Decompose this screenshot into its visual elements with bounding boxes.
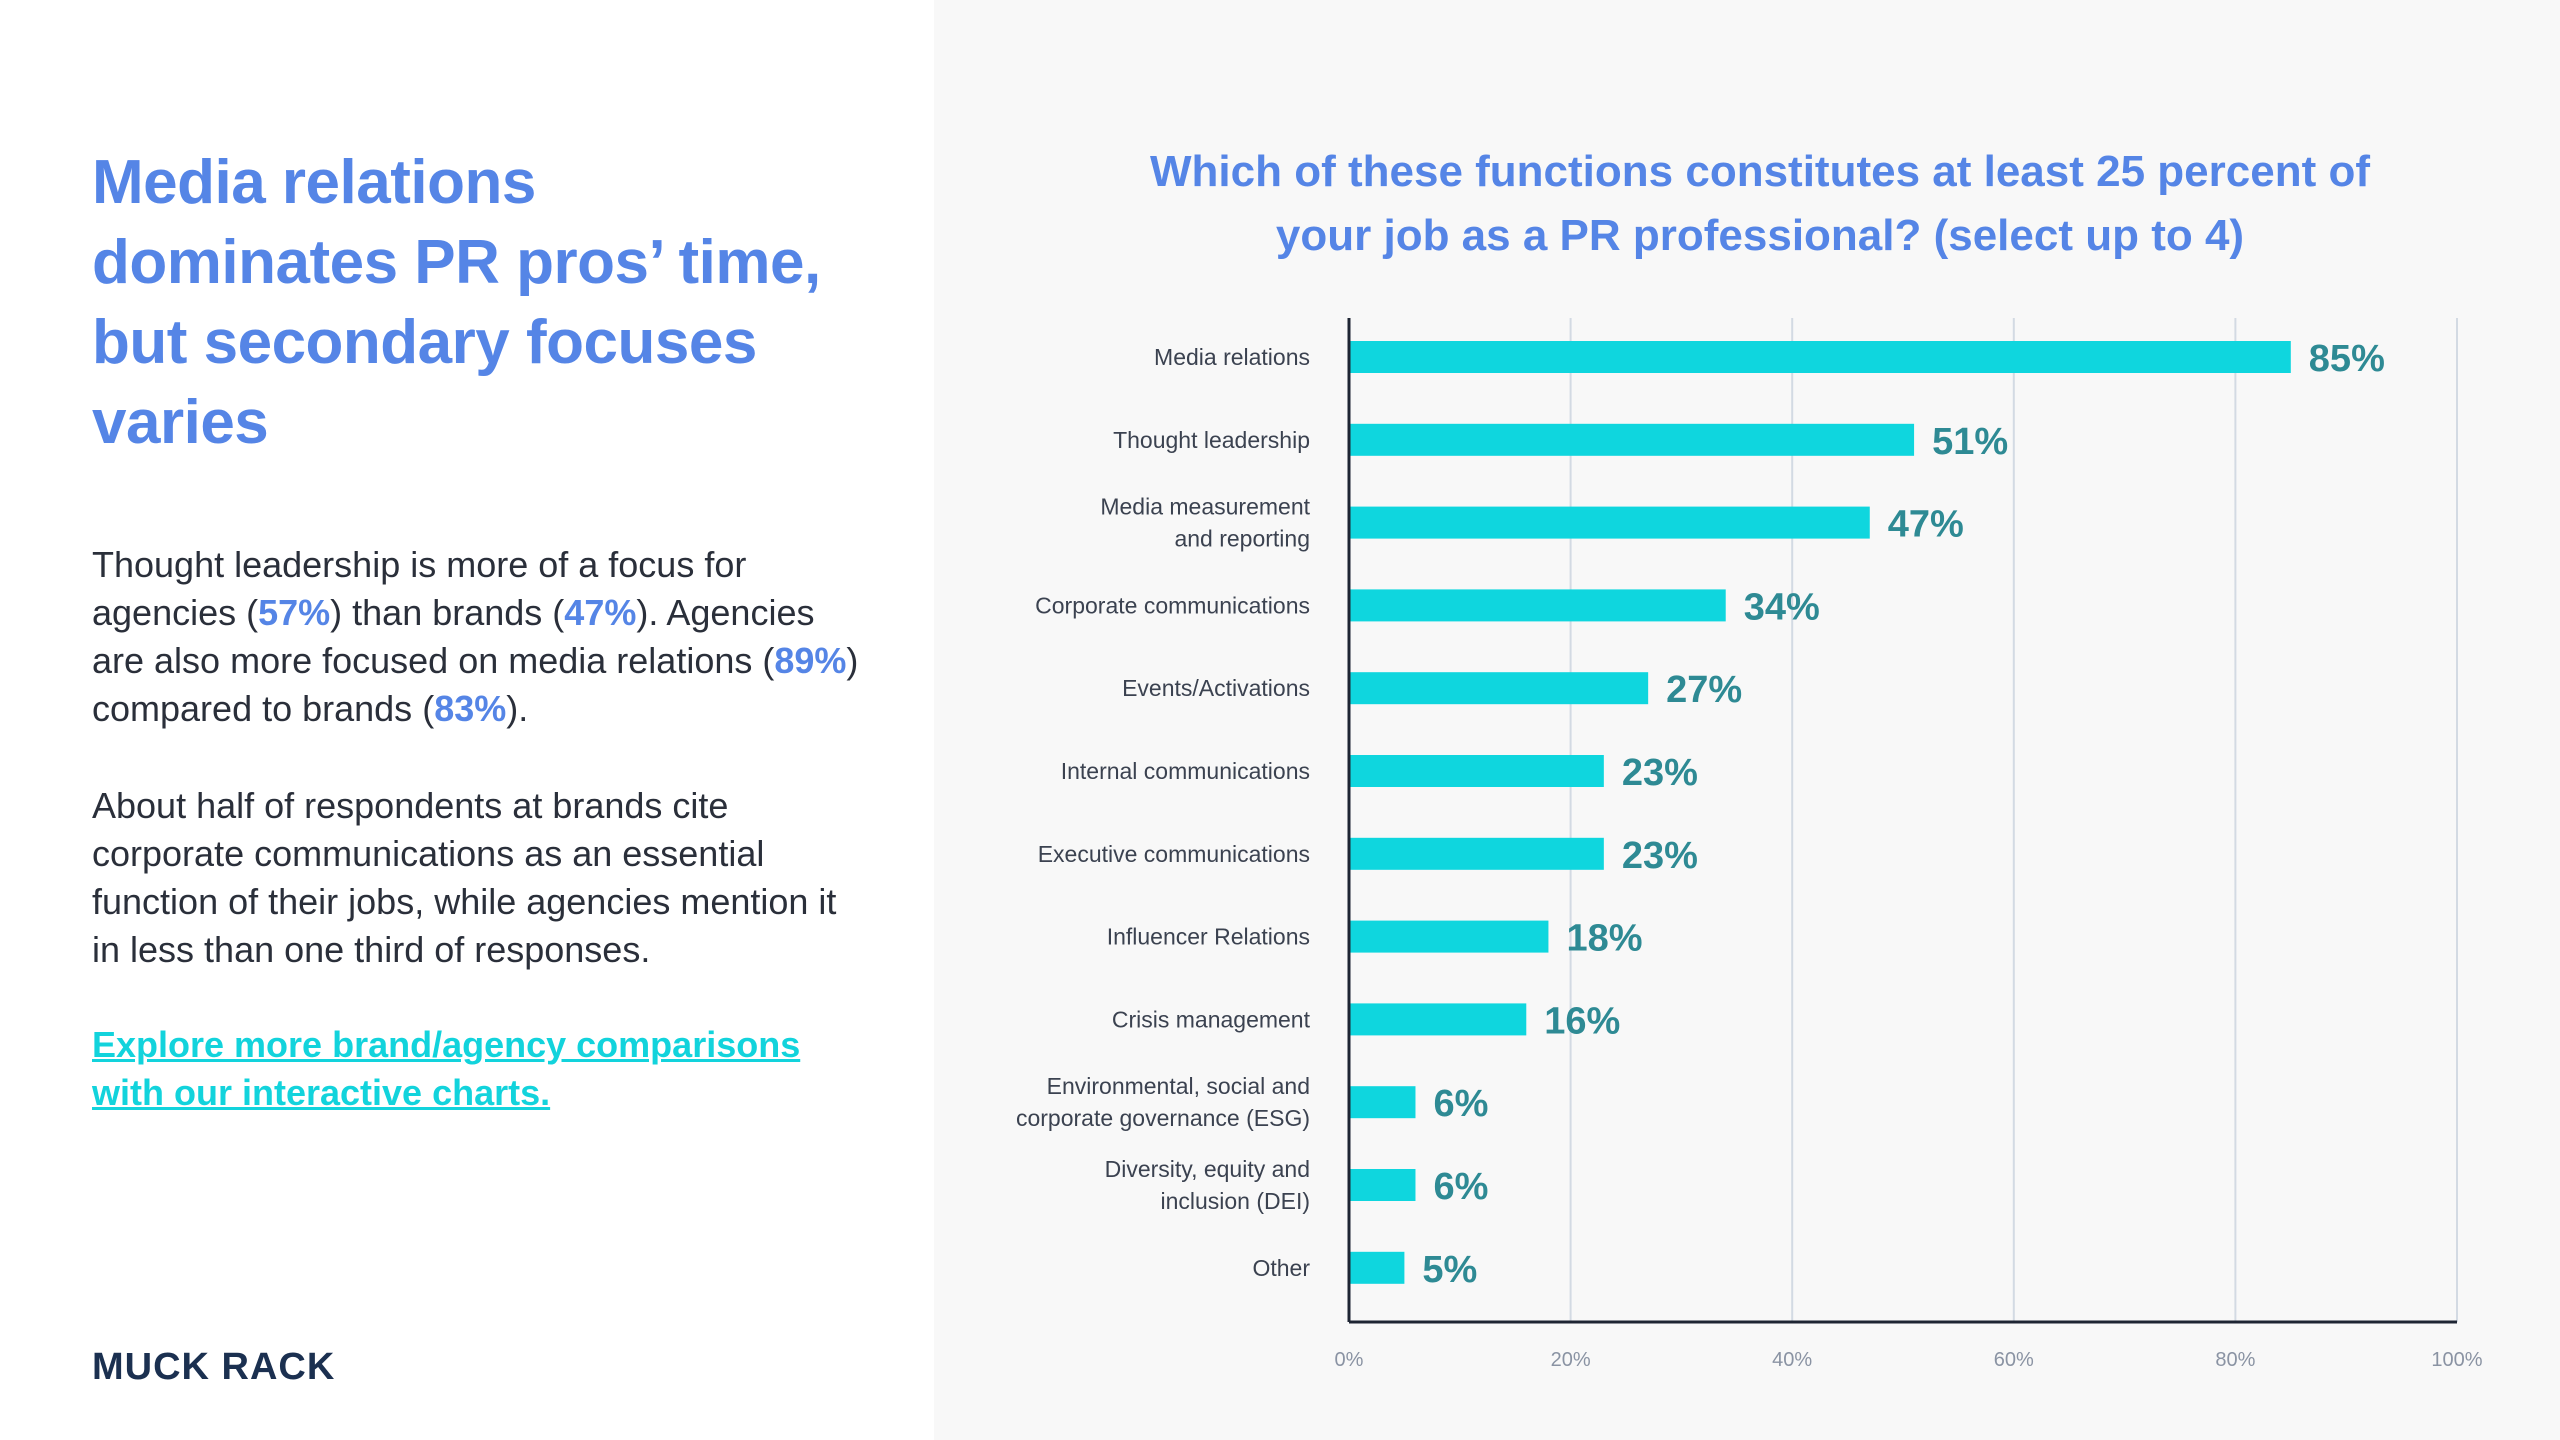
stat-agency-media-relations: 89% — [774, 640, 847, 681]
data-label: 34% — [1744, 586, 1820, 628]
bar — [1349, 423, 1915, 456]
chart-panel — [934, 0, 2560, 1440]
category-label: Environmental, social and — [1047, 1073, 1310, 1099]
category-label: corporate governance (ESG) — [1016, 1105, 1310, 1131]
bar — [1349, 1251, 1405, 1284]
x-tick-label: 80% — [2215, 1349, 2255, 1371]
data-label: 47% — [1888, 504, 1964, 546]
data-label: 16% — [1544, 1000, 1620, 1042]
bar — [1349, 672, 1649, 705]
data-label: 18% — [1566, 918, 1642, 960]
category-label: Other — [1252, 1255, 1310, 1281]
bar — [1349, 1169, 1416, 1201]
data-label: 85% — [2309, 338, 2385, 380]
bar — [1349, 1086, 1416, 1119]
data-label: 5% — [1422, 1249, 1477, 1291]
data-label: 6% — [1433, 1166, 1488, 1208]
category-label: Media relations — [1154, 344, 1310, 370]
category-label: Corporate communications — [1035, 592, 1310, 618]
category-label: Diversity, equity and — [1105, 1156, 1310, 1182]
x-tick-label: 0% — [1335, 1349, 1364, 1371]
bar — [1349, 755, 1604, 787]
category-label: inclusion (DEI) — [1160, 1188, 1310, 1214]
left-panel — [0, 0, 934, 1440]
interactive-charts-link[interactable]: Explore more brand/agency comparisons wi… — [92, 1024, 801, 1113]
bar — [1349, 1003, 1527, 1036]
x-tick-label: 60% — [1994, 1349, 2034, 1371]
category-label: Thought leadership — [1113, 427, 1310, 453]
bar — [1349, 341, 2291, 373]
data-label: 23% — [1622, 752, 1698, 794]
bar — [1349, 837, 1604, 870]
paragraph-agency-comparison: Thought leadership is more of a focus fo… — [92, 544, 859, 729]
category-label: Internal communications — [1061, 758, 1310, 784]
chart-title: Which of these functions constitutes at … — [1150, 147, 2370, 260]
x-tick-label: 40% — [1772, 1349, 1812, 1371]
x-tick-label: 100% — [2431, 1349, 2482, 1371]
category-label: and reporting — [1174, 526, 1310, 552]
headline: Media relations dominates PR pros’ time,… — [92, 148, 821, 457]
data-label: 27% — [1666, 669, 1742, 711]
stat-brand-thought-leadership: 47% — [564, 592, 637, 633]
bar — [1349, 920, 1549, 953]
bar — [1349, 506, 1870, 539]
stat-agency-thought-leadership: 57% — [258, 592, 331, 633]
stat-brand-media-relations: 83% — [434, 688, 507, 729]
category-label: Media measurement — [1100, 494, 1310, 520]
x-tick-label: 20% — [1551, 1349, 1591, 1371]
data-label: 51% — [1932, 421, 2008, 463]
data-label: 6% — [1433, 1083, 1488, 1125]
data-label: 23% — [1622, 835, 1698, 877]
category-label: Influencer Relations — [1107, 924, 1310, 950]
category-label: Events/Activations — [1122, 675, 1310, 701]
category-label: Executive communications — [1038, 841, 1310, 867]
paragraph-corporate-comms: About half of respondents at brands cite… — [92, 785, 837, 970]
category-label: Crisis management — [1112, 1006, 1311, 1032]
bar — [1349, 589, 1726, 622]
muck-rack-logo: MUCK RACK — [92, 1346, 336, 1388]
